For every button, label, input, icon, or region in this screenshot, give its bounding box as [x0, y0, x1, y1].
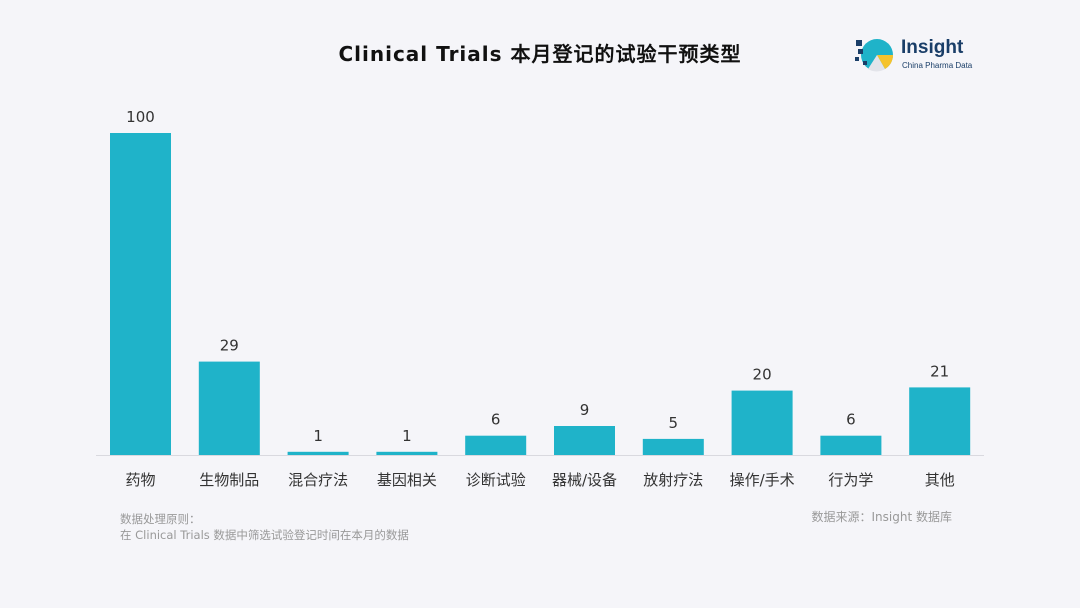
bar-4: [465, 435, 527, 455]
bar-8: [820, 435, 882, 455]
category-label-6: 放射疗法: [643, 471, 703, 489]
category-label-8: 行为学: [828, 471, 873, 489]
bar-6: [642, 438, 704, 455]
category-label-4: 诊断试验: [466, 471, 526, 489]
bar-value-label-2: 1: [313, 427, 323, 445]
category-label-5: 器械/设备: [552, 471, 617, 489]
data-processing-note: 数据处理原则： 在 Clinical Trials 数据中筛选试验登记时间在本月…: [120, 511, 409, 543]
bar-1: [198, 361, 260, 455]
bar-value-label-7: 20: [753, 366, 772, 384]
insight-logo: Insight China Pharma Data: [854, 34, 984, 76]
bar-3: [376, 451, 438, 455]
bar-2: [287, 451, 349, 455]
chart-title: Clinical Trials 本月登记的试验干预类型: [338, 42, 742, 66]
bar-5: [554, 426, 615, 455]
logo-subtitle: China Pharma Data: [902, 61, 973, 70]
category-label-7: 操作/手术: [730, 471, 795, 489]
note-text: 在 Clinical Trials 数据中筛选试验登记时间在本月的数据: [120, 528, 409, 542]
category-label-9: 其他: [925, 471, 955, 489]
bar-value-label-4: 6: [491, 411, 501, 429]
bars: 100 药物 29 生物制品 1 混合疗法 1 基因相关 6 诊断试验 9 器械/设备 5 放射疗法 20 操…: [110, 108, 971, 489]
category-label-1: 生物制品: [199, 471, 259, 489]
insight-logo-icon: [855, 39, 894, 72]
category-label-2: 混合疗法: [288, 471, 348, 489]
bar-value-label-9: 21: [930, 362, 949, 380]
bar-value-label-0: 100: [126, 108, 155, 126]
bar-9: [909, 387, 971, 455]
logo-name: Insight: [901, 37, 964, 58]
bar-7: [731, 390, 793, 455]
bar-value-label-1: 29: [220, 337, 239, 355]
bar-0: [110, 133, 171, 455]
bar-value-label-8: 6: [846, 411, 856, 429]
category-label-3: 基因相关: [377, 471, 437, 489]
bar-value-label-3: 1: [402, 427, 412, 445]
category-label-0: 药物: [125, 471, 155, 489]
bar-value-label-5: 9: [580, 401, 590, 419]
note-heading: 数据处理原则：: [120, 512, 201, 526]
bar-value-label-6: 5: [669, 414, 679, 432]
data-source: 数据来源：Insight 数据库: [811, 510, 952, 524]
